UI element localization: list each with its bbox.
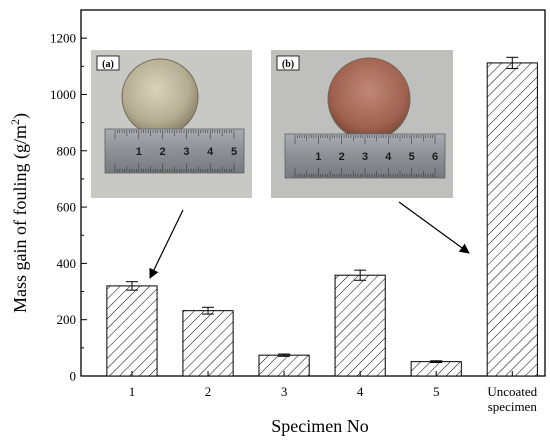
error-bar-4 <box>354 269 367 281</box>
bar-6 <box>486 62 538 377</box>
error-bar-5 <box>430 360 443 363</box>
photo-insets: 1 2 3 4 5 (a) 1 2 3 4 5 6 (b) <box>91 50 453 198</box>
plot-area-border <box>80 9 546 377</box>
pointer-arrows <box>149 201 470 279</box>
y-axis-title: Mass gain of fouling (g/m2) <box>8 113 31 313</box>
x-tick-label: 5 <box>433 384 440 399</box>
inset-tag: (b) <box>282 59 294 70</box>
steel-ruler <box>104 128 245 174</box>
x-tick-label: 1 <box>129 384 136 399</box>
y-tick-label: 400 <box>57 256 77 271</box>
y-tick-label: 1000 <box>50 87 76 102</box>
y-tick-label: 200 <box>57 312 77 327</box>
x-axis-ticks: 1 2 3 4 5 Uncoated specimen <box>129 371 538 414</box>
bar-2 <box>182 310 234 377</box>
bar-4 <box>334 274 386 377</box>
photo-inset-b: 1 2 3 4 5 6 (b) <box>271 50 453 198</box>
y-tick-label: 600 <box>57 200 77 215</box>
ruler-number: 1 <box>315 151 321 163</box>
y-tick-label: 800 <box>57 143 77 158</box>
ruler-number: 2 <box>339 151 345 163</box>
specimen-disc <box>121 58 199 136</box>
ruler-number: 4 <box>385 151 392 163</box>
x-tick-label: 4 <box>357 384 364 399</box>
photo-inset-a: 1 2 3 4 5 (a) <box>91 50 252 198</box>
ruler-number: 5 <box>231 146 237 158</box>
error-bar-6 <box>506 56 519 70</box>
ruler-number: 6 <box>432 151 438 163</box>
y-axis-ticks: 0 200 400 600 800 1000 1200 <box>50 31 87 384</box>
error-bars-layer <box>125 56 519 363</box>
ruler-number: 5 <box>409 151 415 163</box>
inset-tag: (a) <box>102 59 114 70</box>
plot-frame <box>80 9 546 377</box>
specimen-disc <box>327 57 411 141</box>
y-tick-label: 1200 <box>50 31 76 46</box>
ruler-number: 1 <box>136 146 142 158</box>
x-tick-label: 2 <box>205 384 212 399</box>
inset-tag-box <box>96 55 120 71</box>
error-bar-3 <box>278 353 291 357</box>
error-bar-2 <box>202 306 215 315</box>
error-bar-1 <box>125 281 138 291</box>
x-tick-label: Uncoated specimen <box>487 384 537 414</box>
inset-tag-box <box>276 55 300 71</box>
arrow-a <box>149 209 184 279</box>
bar-1 <box>106 285 158 377</box>
x-tick-label: 3 <box>281 384 288 399</box>
x-axis-title: Specimen No <box>271 416 368 436</box>
arrow-b <box>398 201 470 254</box>
ruler-number: 3 <box>362 151 368 163</box>
y-tick-label: 0 <box>70 369 77 384</box>
ruler-number: 2 <box>160 146 166 158</box>
ruler-number: 3 <box>183 146 189 158</box>
ruler-number: 4 <box>207 146 214 158</box>
